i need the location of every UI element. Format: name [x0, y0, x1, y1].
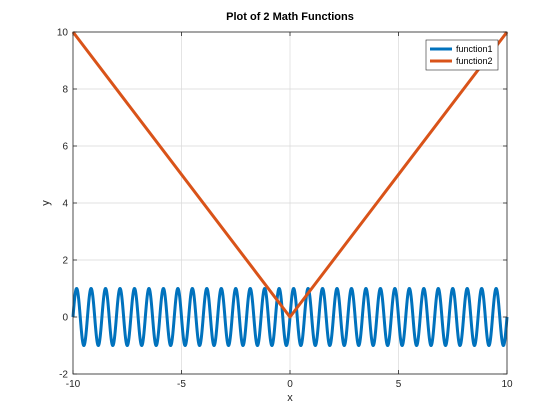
- legend-box: [425, 39, 499, 71]
- y-tick-label: 0: [62, 313, 68, 324]
- x-tick-label: 10: [501, 379, 513, 390]
- y-axis-label: y: [40, 200, 52, 206]
- y-tick-label: 10: [57, 28, 69, 39]
- y-tick-label: 2: [62, 256, 68, 267]
- x-tick-label: -10: [66, 379, 81, 390]
- x-tick-label: 5: [396, 379, 402, 390]
- x-axis-label: x: [287, 392, 293, 404]
- y-tick-label: 6: [62, 142, 68, 153]
- legend: function1 function2: [425, 39, 499, 71]
- chart-title: Plot of 2 Math Functions: [226, 11, 354, 23]
- y-tick-label: 4: [62, 199, 68, 210]
- legend-entry: function1: [456, 44, 493, 54]
- x-tick-label: 0: [287, 379, 293, 390]
- series-group: [71, 31, 509, 347]
- ticks: -10 -5 0 5 10 -2 0 2 4 6 8 10: [57, 28, 513, 391]
- series-line-function2: [71, 31, 509, 319]
- y-tick-label: -2: [59, 370, 68, 381]
- x-tick-label: -5: [177, 379, 186, 390]
- y-tick-label: 8: [62, 85, 68, 96]
- legend-entry: function2: [456, 56, 493, 66]
